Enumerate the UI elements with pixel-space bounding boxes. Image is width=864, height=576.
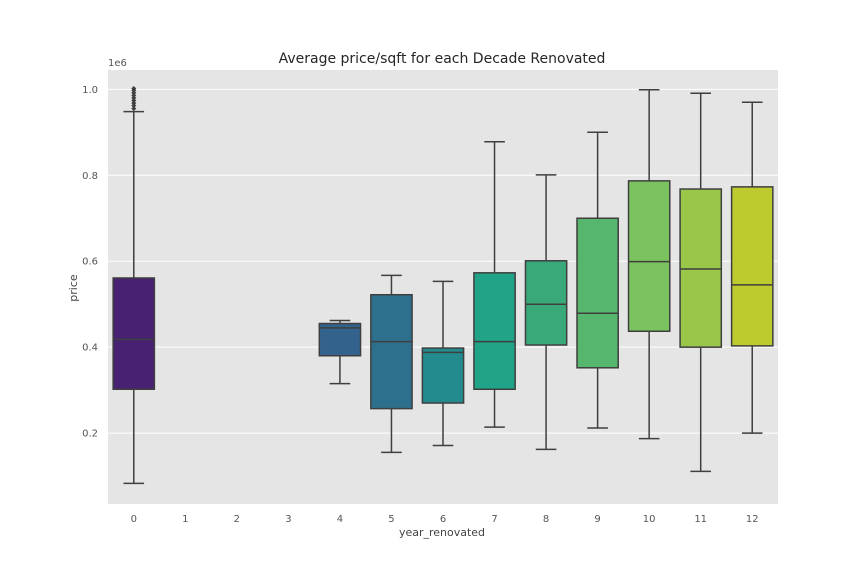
box-iqr	[627, 180, 671, 333]
box-iqr	[679, 188, 723, 348]
y-axis-label: price	[67, 274, 80, 302]
x-tick-label: 9	[594, 514, 600, 525]
box-category-0	[112, 85, 156, 485]
flier-point	[131, 98, 137, 104]
box-iqr	[524, 260, 568, 346]
y-axis-multiplier: 1e6	[108, 58, 127, 69]
box-category-10	[627, 89, 671, 440]
box-category-9	[576, 131, 619, 429]
box-category-12	[730, 101, 774, 434]
y-tick-label: 1.0	[82, 85, 98, 96]
y-tick-label: 0.2	[82, 429, 98, 440]
flier-point	[131, 100, 137, 106]
x-tick-label: 4	[337, 514, 343, 525]
flier-point	[131, 90, 137, 96]
x-tick-label: 2	[234, 514, 240, 525]
x-tick-label: 11	[694, 514, 707, 525]
x-tick-label: 8	[543, 514, 549, 525]
y-tick-label: 0.4	[82, 343, 98, 354]
box-category-7	[473, 141, 516, 428]
flier-point	[131, 85, 137, 91]
flier-point	[131, 92, 137, 98]
x-tick-label: 0	[131, 514, 137, 525]
flier-point	[131, 106, 137, 112]
boxes	[112, 85, 774, 485]
box-iqr	[576, 217, 619, 369]
x-tick-label: 5	[388, 514, 394, 525]
box-iqr	[473, 272, 516, 391]
x-tick-label: 1	[182, 514, 188, 525]
box-iqr	[112, 277, 156, 391]
box-category-8	[524, 174, 568, 451]
box-iqr	[318, 322, 362, 357]
box-category-6	[421, 280, 465, 447]
chart-title: Average price/sqft for each Decade Renov…	[279, 51, 606, 67]
x-tick-label: 7	[491, 514, 497, 525]
x-axis-ticks: 0 1 2 3 4 5 6 7 8 9 10 11 12	[131, 514, 759, 525]
flier-point	[131, 103, 137, 109]
x-tick-label: 6	[440, 514, 446, 525]
y-tick-label: 0.6	[82, 257, 98, 268]
box-iqr	[421, 347, 465, 404]
y-axis-ticks: 0.2 0.4 0.6 0.8 1.0	[82, 85, 98, 440]
x-tick-label: 3	[285, 514, 291, 525]
x-tick-label: 10	[643, 514, 656, 525]
box-category-11	[679, 92, 723, 473]
box-category-5	[370, 274, 413, 454]
box-category-4	[318, 319, 362, 385]
x-tick-label: 12	[746, 514, 759, 525]
box-iqr	[370, 293, 413, 410]
x-axis-label: year_renovated	[399, 526, 485, 539]
flier-point	[131, 95, 137, 101]
y-tick-label: 0.8	[82, 171, 98, 182]
box-iqr	[730, 186, 774, 347]
